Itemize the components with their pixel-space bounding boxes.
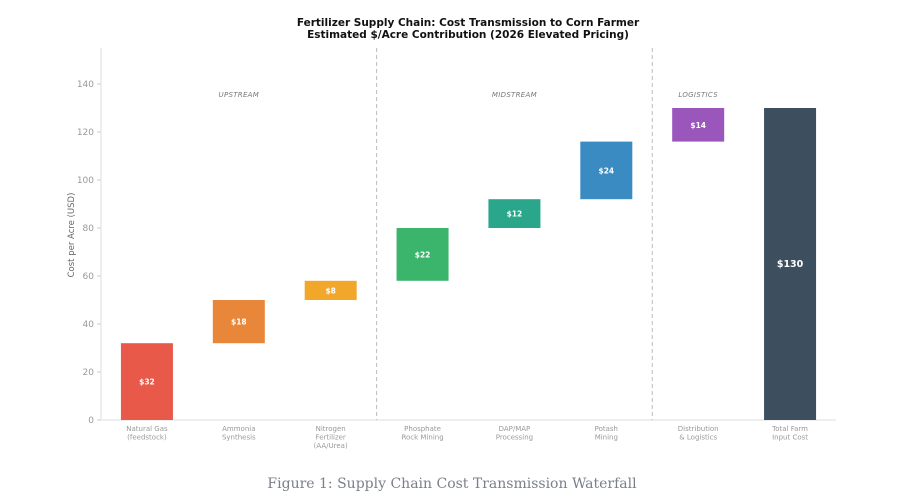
bar-value-label: $8 [325,286,335,295]
x-tick-label: & Logistics [679,434,717,442]
waterfall-bar [212,300,265,344]
plot-area: 0 20 40 60 80 100 120 140 UPSTREAM MIDSTREAM LOGIS… [77,48,836,450]
chart-subtitle: Estimated $/Acre Contribution (2026 Elev… [307,29,629,41]
x-tick-label: DAP/MAP [499,425,531,433]
x-tick-label: Distribution [678,425,719,433]
bar-value-label: $130 [777,259,804,270]
bar-value-label: $14 [690,121,706,130]
stage-label: MIDSTREAM [492,91,537,99]
waterfall-bar [488,199,541,228]
waterfall-bar [580,141,633,200]
x-tick-label: Nitrogen [316,425,346,433]
x-tick-label: Phosphate [404,425,441,433]
chart-title: Fertilizer Supply Chain: Cost Transmissi… [297,17,640,29]
y-tick-label: 60 [83,272,95,282]
y-axis-label: Cost per Acre (USD) [67,193,77,278]
stage-label: LOGISTICS [678,91,718,99]
bar-value-label: $22 [415,250,431,259]
waterfall-bar [396,228,449,281]
y-tick-label: 20 [83,368,95,378]
x-tick-label: Input Cost [772,434,808,442]
x-tick-label: Natural Gas [126,425,168,433]
x-tick-label: Synthesis [222,434,256,442]
bar-value-label: $12 [507,210,523,219]
x-tick-label: Fertilizer [316,434,346,442]
x-tick-label: Total Farm [771,425,808,433]
figure-caption: Figure 1: Supply Chain Cost Transmission… [267,476,637,492]
y-tick-label: 100 [77,176,94,186]
x-tick-label: Rock Mining [401,434,443,442]
y-tick-label: 40 [83,320,95,330]
stage-label: UPSTREAM [219,91,260,99]
y-tick-label: 140 [77,80,94,90]
waterfall-bar [764,108,817,420]
x-tick-label: Potash [595,425,618,433]
x-tick-label: Processing [496,434,533,442]
x-tick-label: Ammonia [222,425,255,433]
y-tick-label: 80 [83,224,95,234]
y-tick-label: 120 [77,128,94,138]
bar-value-label: $24 [598,166,614,175]
x-tick-label: Mining [595,434,618,442]
y-tick-label: 0 [88,416,94,426]
waterfall-bar [304,280,357,300]
bar-value-label: $32 [139,378,155,387]
waterfall-bar [672,108,725,142]
x-tick-label: (AA/Urea) [314,442,348,450]
x-tick-label: (feedstock) [127,434,167,442]
waterfall-bar [120,343,173,420]
bar-value-label: $18 [231,318,247,327]
